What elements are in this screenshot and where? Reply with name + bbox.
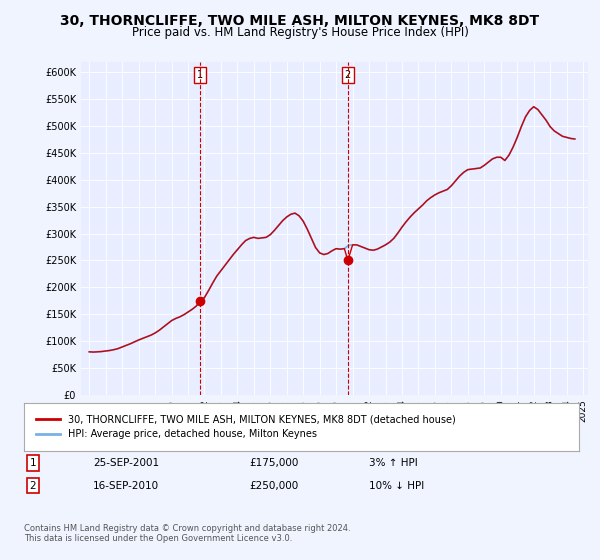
Text: 16-SEP-2010: 16-SEP-2010 bbox=[93, 480, 159, 491]
Text: £175,000: £175,000 bbox=[249, 458, 298, 468]
Legend: 30, THORNCLIFFE, TWO MILE ASH, MILTON KEYNES, MK8 8DT (detached house), HPI: Ave: 30, THORNCLIFFE, TWO MILE ASH, MILTON KE… bbox=[32, 410, 459, 444]
Text: 1: 1 bbox=[29, 458, 37, 468]
Text: £250,000: £250,000 bbox=[249, 480, 298, 491]
Text: 1: 1 bbox=[197, 70, 203, 80]
Text: 10% ↓ HPI: 10% ↓ HPI bbox=[369, 480, 424, 491]
Text: Price paid vs. HM Land Registry's House Price Index (HPI): Price paid vs. HM Land Registry's House … bbox=[131, 26, 469, 39]
Text: 3% ↑ HPI: 3% ↑ HPI bbox=[369, 458, 418, 468]
Text: 25-SEP-2001: 25-SEP-2001 bbox=[93, 458, 159, 468]
Text: 2: 2 bbox=[345, 70, 351, 80]
Text: 30, THORNCLIFFE, TWO MILE ASH, MILTON KEYNES, MK8 8DT: 30, THORNCLIFFE, TWO MILE ASH, MILTON KE… bbox=[61, 14, 539, 28]
Text: Contains HM Land Registry data © Crown copyright and database right 2024.
This d: Contains HM Land Registry data © Crown c… bbox=[24, 524, 350, 543]
Text: 2: 2 bbox=[29, 480, 37, 491]
